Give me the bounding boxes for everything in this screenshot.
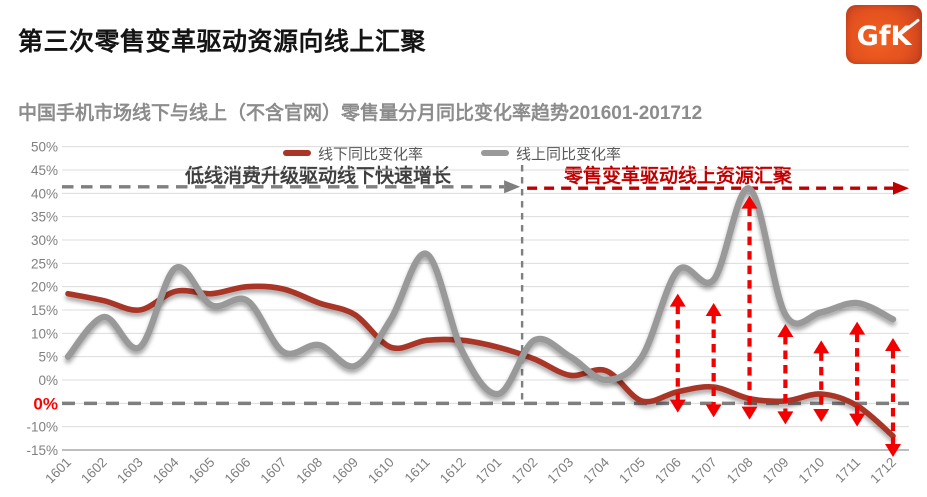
y-tick-label: 20% bbox=[31, 280, 58, 295]
y-tick-label: 0% bbox=[38, 373, 58, 388]
offline-series-line bbox=[65, 283, 896, 439]
x-tick-label: 1602 bbox=[78, 455, 110, 487]
x-axis-labels: 1601 1602 1603 1604 1605 1606 1607 1608 1609 1610… bbox=[42, 454, 899, 486]
legend-label-online: 线上同比变化率 bbox=[516, 145, 622, 163]
x-tick-label: 1601 bbox=[42, 455, 74, 487]
y-tick-label: 10% bbox=[31, 326, 58, 341]
legend-label-offline: 线下同比变化率 bbox=[318, 145, 424, 163]
phase2-arrow bbox=[527, 181, 909, 195]
x-tick-label: 1604 bbox=[150, 454, 182, 486]
x-tick-label: 1609 bbox=[329, 455, 361, 487]
x-tick-label: 1701 bbox=[473, 455, 505, 487]
y-tick-label: -15% bbox=[26, 443, 58, 458]
x-tick-label: 1606 bbox=[222, 455, 254, 487]
gap-arrows bbox=[669, 195, 901, 457]
page-title: 第三次零售变革驱动资源向线上汇聚 bbox=[18, 28, 427, 56]
offline-line-swatch-icon bbox=[283, 150, 311, 156]
gap-arrow-1711 bbox=[849, 321, 866, 427]
x-tick-label: 1705 bbox=[616, 455, 648, 487]
online-line-swatch-icon bbox=[481, 150, 509, 156]
x-tick-label: 1612 bbox=[437, 455, 469, 487]
x-tick-label: 1706 bbox=[652, 455, 684, 487]
gap-arrow-1712 bbox=[885, 338, 901, 457]
x-tick-label: 1702 bbox=[509, 455, 541, 487]
legend-item-offline: 线下同比变化率 bbox=[283, 143, 423, 163]
x-tick-label: 1607 bbox=[257, 455, 289, 487]
logo-text: GfK bbox=[856, 21, 912, 52]
annotation-phase1-label: 低线消费升级驱动线下快速增长 bbox=[184, 166, 451, 187]
x-tick-label: 1707 bbox=[688, 455, 720, 487]
x-tick-label: 1710 bbox=[796, 455, 828, 487]
x-tick-label: 1708 bbox=[724, 455, 756, 487]
online-series-line bbox=[64, 185, 897, 398]
x-tick-label: 1712 bbox=[867, 455, 899, 487]
y-tick-label: 15% bbox=[31, 303, 58, 318]
x-tick-label: 1603 bbox=[114, 455, 146, 487]
annotation-phase2-label: 零售变革驱动线上资源汇聚 bbox=[563, 166, 792, 187]
phase1-arrow bbox=[62, 180, 521, 194]
y-tick-label: 5% bbox=[38, 350, 58, 365]
chart-subtitle: 中国手机市场线下与线上（不含官网）零售量分月同比变化率趋势201601-2017… bbox=[18, 103, 703, 124]
x-tick-label: 1605 bbox=[186, 455, 218, 487]
gap-arrow-1708 bbox=[741, 195, 758, 420]
x-tick-label: 1704 bbox=[580, 454, 612, 486]
x-tick-label: 1610 bbox=[365, 455, 397, 487]
x-tick-label: 1611 bbox=[402, 455, 433, 486]
gap-arrow-1706 bbox=[669, 293, 686, 413]
gap-arrow-1709 bbox=[777, 324, 794, 425]
gap-arrow-1707 bbox=[705, 303, 722, 418]
zero-annotation-label: 0% bbox=[33, 394, 58, 413]
x-tick-label: 1711 bbox=[832, 455, 863, 486]
y-tick-label: 45% bbox=[31, 163, 58, 178]
y-tick-label: 35% bbox=[31, 210, 58, 225]
y-tick-label: 30% bbox=[31, 233, 58, 248]
y-tick-label: 25% bbox=[31, 256, 58, 271]
x-tick-label: 1608 bbox=[293, 455, 325, 487]
y-axis-labels: 50% 45% 40% 35% 30% 25% 20% 15% 10% 5% 0% 0% -10% -15… bbox=[26, 140, 58, 458]
x-tick-label: 1703 bbox=[544, 455, 576, 487]
chart-legend: 线下同比变化率 线上同比变化率 bbox=[0, 143, 927, 163]
y-tick-label: 50% bbox=[31, 140, 58, 155]
gap-arrow-1710 bbox=[813, 340, 830, 422]
y-tick-label: 40% bbox=[31, 186, 58, 201]
y-tick-label: -10% bbox=[26, 420, 58, 435]
legend-item-online: 线上同比变化率 bbox=[481, 143, 621, 163]
x-tick-label: 1709 bbox=[760, 455, 792, 487]
gfk-logo: GfK bbox=[846, 5, 922, 64]
